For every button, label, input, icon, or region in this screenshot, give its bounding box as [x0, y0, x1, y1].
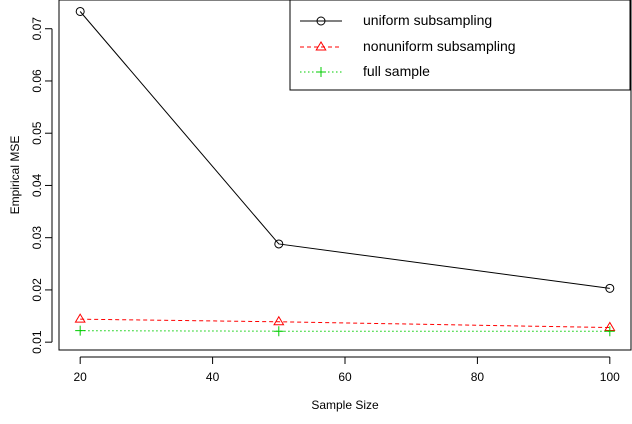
- y-tick-label: 0.03: [30, 226, 44, 250]
- y-axis-label: Empirical MSE: [8, 136, 22, 215]
- x-tick-label: 20: [74, 370, 88, 384]
- legend: uniform subsampling nonuniform subsamplin…: [289, 0, 631, 91]
- x-tick-label: 60: [338, 370, 352, 384]
- x-axis: 20 40 60 80 100: [74, 356, 620, 384]
- data-point-plus: [75, 325, 86, 336]
- data-point-plus: [604, 326, 615, 337]
- y-tick-label: 0.01: [30, 330, 44, 354]
- series-line: [80, 330, 610, 332]
- data-point-circle: [75, 6, 85, 16]
- data-point-triangle: [74, 313, 86, 323]
- series-triangle: [74, 313, 616, 332]
- series-layer: [74, 6, 616, 337]
- y-axis: 0.01 0.02 0.03 0.04 0.05 0.06 0.07: [30, 17, 53, 354]
- legend-marker-triangle: [315, 41, 327, 51]
- series-line: [80, 318, 610, 329]
- legend-label: full sample: [363, 63, 430, 79]
- x-axis-label: Sample Size: [311, 398, 379, 412]
- data-point-circle: [274, 239, 284, 249]
- y-tick-label: 0.04: [30, 173, 44, 197]
- legend-marker-circle: [316, 16, 326, 26]
- legend-label: nonuniform subsampling: [363, 38, 516, 54]
- legend-label: uniform subsampling: [363, 12, 492, 28]
- legend-box: [289, 0, 631, 91]
- x-tick-label: 100: [600, 370, 620, 384]
- y-tick-label: 0.07: [30, 17, 44, 41]
- legend-marker-plus: [316, 67, 326, 77]
- y-tick-label: 0.02: [30, 278, 44, 302]
- series-circle: [75, 6, 615, 293]
- series-plus: [75, 325, 615, 337]
- x-tick-label: 40: [206, 370, 220, 384]
- plot-frame: [58, 0, 632, 351]
- series-line: [79, 11, 610, 289]
- data-point-circle: [605, 283, 615, 293]
- x-tick-label: 80: [471, 370, 485, 384]
- y-tick-label: 0.05: [30, 121, 44, 145]
- y-tick-label: 0.06: [30, 69, 44, 93]
- data-point-plus: [273, 326, 284, 337]
- data-point-triangle: [273, 315, 285, 326]
